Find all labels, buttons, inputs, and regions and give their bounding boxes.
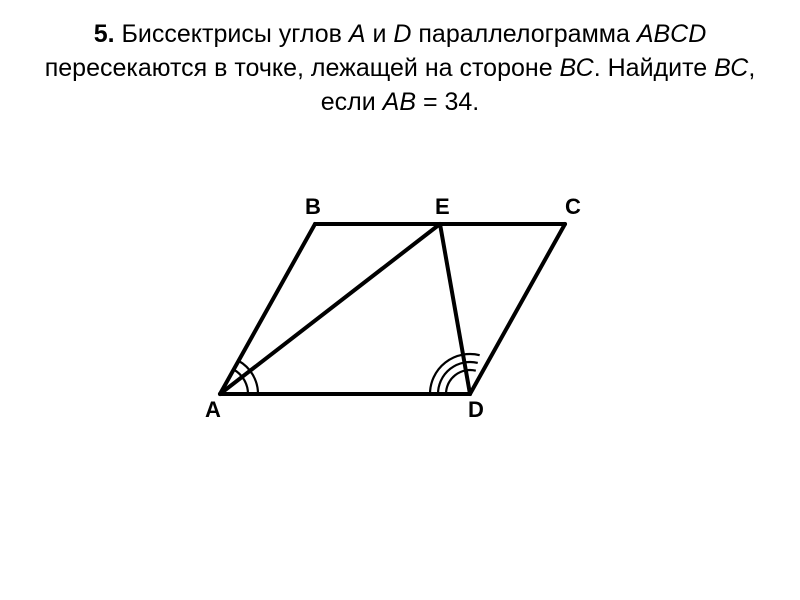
- text-BC2: ВС: [714, 54, 748, 82]
- parallelogram-diagram: A B E C D: [155, 169, 645, 439]
- text-AB: АВ: [383, 88, 416, 116]
- text-p4: пересекаются в точке, лежащей на стороне: [45, 54, 560, 82]
- text-p7: = 34.: [416, 88, 479, 116]
- text-p2: и: [366, 20, 394, 48]
- text-BC: ВС: [560, 54, 594, 82]
- text-A: A: [349, 20, 366, 48]
- vertex-label-E: E: [435, 194, 450, 219]
- problem-statement: 5. Биссектрисы углов A и D параллелограм…: [0, 0, 800, 129]
- text-ABCD: ABCD: [637, 20, 706, 48]
- vertex-label-D: D: [468, 397, 484, 422]
- text-D: D: [393, 20, 411, 48]
- vertex-label-C: C: [565, 194, 581, 219]
- vertex-label-B: B: [305, 194, 321, 219]
- diagram-container: A B E C D: [0, 129, 800, 600]
- text-p3: параллелограмма: [411, 20, 636, 48]
- text-p5: . Найдите: [594, 54, 714, 82]
- vertex-label-A: A: [205, 397, 221, 422]
- problem-number: 5.: [94, 20, 115, 48]
- text-p1: Биссектрисы углов: [115, 20, 349, 48]
